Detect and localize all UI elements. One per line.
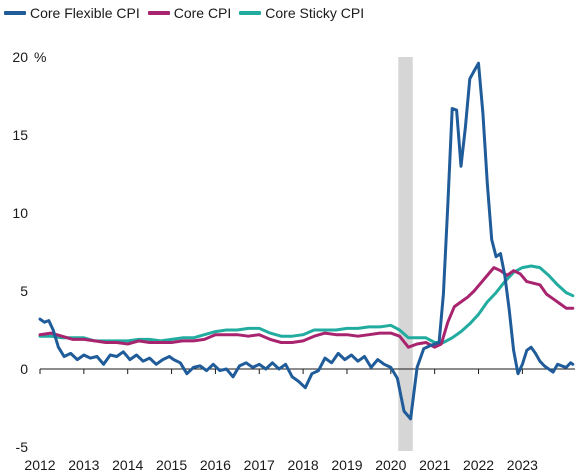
series-line-sticky [38,264,575,344]
legend-swatch-sticky [239,11,262,15]
x-tick-label-2016: 2016 [200,457,231,473]
y-tick-label--5: -5 [16,439,29,455]
x-tick-label-2022: 2022 [463,457,494,473]
chart-labels: -5 0 5 10 15 20 % 2012 2013 2014 2015 2016 2017 2018 2… [12,49,538,473]
legend-label-core: Core CPI [173,5,232,21]
x-tick-label-2018: 2018 [288,457,319,473]
legend-swatch-flexible [4,11,26,15]
y-tick-label-0: 0 [20,361,28,377]
x-tick-label-2021: 2021 [419,457,450,473]
legend-label-sticky: Core Sticky CPI [265,5,365,21]
y-tick-label-5: 5 [20,283,28,299]
y-tick-label-20: 20 [12,49,28,65]
series-line-core [38,266,575,349]
chart-legend: Core Flexible CPI Core CPI Core Sticky C… [4,2,372,24]
legend-item-core-sticky-cpi: Core Sticky CPI [239,5,364,21]
x-tick-label-2013: 2013 [68,457,99,473]
x-tick-label-2017: 2017 [244,457,275,473]
recession-band-0 [398,57,413,451]
x-tick-label-2014: 2014 [112,457,143,473]
y-tick-label-15: 15 [12,127,28,143]
y-tick-label-10: 10 [12,205,28,221]
y-unit-label: % [34,49,46,65]
series-line-flexible [38,61,575,421]
x-tick-label-2012: 2012 [24,457,55,473]
legend-item-core-cpi: Core CPI [147,5,232,21]
legend-swatch-core [147,11,170,15]
x-tick-label-2019: 2019 [331,457,362,473]
chart-series [38,61,575,421]
legend-item-core-flexible-cpi: Core Flexible CPI [4,5,140,21]
x-tick-label-2015: 2015 [156,457,187,473]
x-tick-label-2020: 2020 [375,457,406,473]
x-tick-label-2023: 2023 [507,457,538,473]
recession-shading [398,57,413,451]
chart-axes [39,368,575,374]
legend-label-flexible: Core Flexible CPI [30,5,140,21]
